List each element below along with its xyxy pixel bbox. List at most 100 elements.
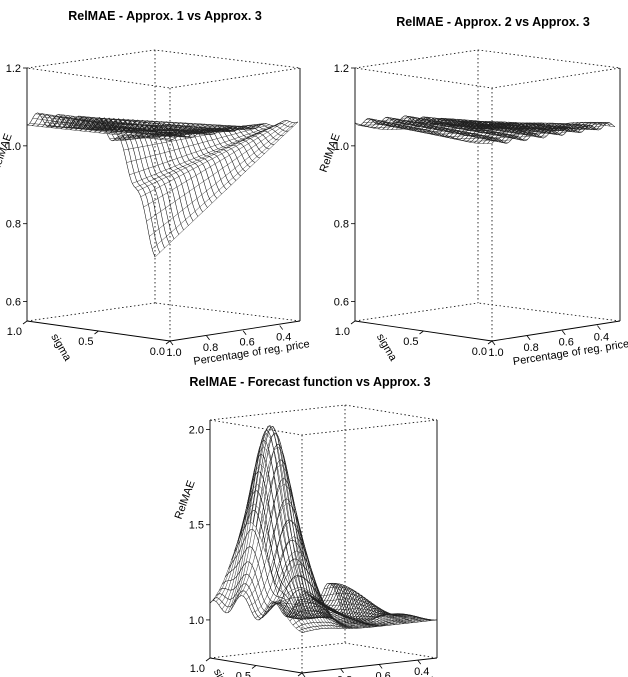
z-tick-label: 1.5 <box>189 520 204 532</box>
price-tick-label: 0.6 <box>239 337 254 349</box>
z-tick-label: 0.6 <box>6 297 21 309</box>
surface-line <box>32 117 176 138</box>
surface-line <box>215 483 309 632</box>
surface-line <box>469 122 607 130</box>
sigma-tick-mark <box>350 320 356 325</box>
price-tick-label: 0.8 <box>203 342 218 354</box>
surface-line <box>263 587 357 629</box>
z-tick-label: 2.0 <box>189 425 204 437</box>
sigma-tick-label: 0.5 <box>403 336 418 348</box>
surface-plot-approx1-vs-approx3: RelMAE - Approx. 1 vs Approx. 3 0.6 0.8 1.0… <box>0 9 310 368</box>
surface-line <box>266 596 360 629</box>
surface-line <box>406 115 544 139</box>
surface-line <box>286 601 422 625</box>
surface-line <box>129 125 273 176</box>
price-tick-label: 0.6 <box>375 670 390 677</box>
z-tick-label: 1.2 <box>334 63 349 75</box>
box-top <box>209 404 438 436</box>
surface-line <box>239 464 333 629</box>
back-edge <box>344 642 438 659</box>
chart-title: RelMAE - Approx. 2 vs Approx. 3 <box>396 15 590 29</box>
box-top <box>354 49 621 89</box>
chart-title: RelMAE - Forecast function vs Approx. 3 <box>189 375 430 389</box>
surface-line <box>140 120 284 197</box>
surface-line <box>230 425 324 629</box>
surface-line <box>243 439 379 619</box>
surface-line <box>417 118 555 132</box>
surface-line <box>434 120 572 131</box>
surface-line <box>29 122 173 140</box>
surface-line <box>227 425 321 629</box>
price-tick-mark <box>279 325 284 330</box>
sigma-tick-mark <box>165 340 171 345</box>
surface-line <box>284 612 378 627</box>
surface-plot-forecast-vs-approx3: RelMAE - Forecast function vs Approx. 3 1… <box>173 375 446 677</box>
z-tick-label: 1.2 <box>6 63 21 75</box>
price-tick-mark <box>169 340 174 346</box>
sigma-tick-label: 1.0 <box>190 663 205 675</box>
z-tick-label: 0.6 <box>334 297 349 309</box>
surface-line <box>245 502 339 629</box>
sigma-axis-label: sigma <box>211 667 237 677</box>
surface-line <box>86 126 230 132</box>
z-tick-label: 0.8 <box>334 219 349 231</box>
price-tick-mark <box>561 330 566 335</box>
price-tick-mark <box>242 330 247 335</box>
surface-line <box>212 583 349 623</box>
surface-line <box>209 522 303 633</box>
z-tick-label: 0.8 <box>6 219 21 231</box>
surface-line <box>231 509 367 622</box>
surface-line <box>252 426 388 618</box>
surface-line <box>450 121 588 131</box>
sigma-tick-mark <box>94 330 99 335</box>
surface-line <box>149 122 293 237</box>
surface-line <box>295 618 431 629</box>
sigma-tick-label: 0.5 <box>78 336 93 348</box>
price-tick-mark <box>378 664 383 669</box>
surface-line <box>225 546 361 624</box>
sigma-axis-label: sigma <box>48 332 74 364</box>
surface-line <box>329 583 423 622</box>
back-edge <box>477 302 621 322</box>
surface-line <box>360 123 498 140</box>
sigma-tick-mark <box>487 340 493 345</box>
surface-line <box>72 124 216 134</box>
surface-line <box>38 112 182 136</box>
box-top <box>26 49 301 89</box>
surface-line <box>404 115 542 138</box>
sigma-tick-mark <box>419 330 424 335</box>
surface-line <box>261 459 398 620</box>
sigma-tick-mark <box>297 672 303 677</box>
surface-line <box>357 124 495 142</box>
surface-line <box>274 539 410 622</box>
surface-line <box>46 126 190 138</box>
z-axis-label: RelMAE <box>173 479 198 521</box>
price-tick-label: 1.0 <box>488 347 503 359</box>
surface-line <box>251 536 345 629</box>
surface-line <box>212 503 306 633</box>
surface-line <box>35 113 179 137</box>
surface-plot-approx2-vs-approx3: RelMAE - Approx. 2 vs Approx. 3 0.6 0.8 1.0… <box>318 15 628 368</box>
sigma-tick-label: 0.5 <box>236 671 251 677</box>
surface-line <box>143 120 287 208</box>
surface-line <box>221 446 315 630</box>
surface-line <box>390 118 528 140</box>
sigma-tick-label: 0.0 <box>150 346 165 358</box>
surface-line <box>368 118 506 144</box>
surface-line <box>132 125 276 184</box>
box-edge <box>301 657 438 674</box>
box-edge <box>169 320 301 342</box>
surface-line <box>154 121 299 258</box>
surface-line <box>260 576 354 629</box>
surface-line <box>103 123 247 128</box>
surface-line <box>100 118 245 127</box>
surface-line <box>126 124 270 163</box>
surface-line <box>335 592 429 622</box>
price-tick-label: 0.8 <box>523 342 538 354</box>
price-tick-label: 0.4 <box>276 332 291 344</box>
surface-line <box>78 115 222 130</box>
price-tick-label: 0.8 <box>337 675 352 677</box>
z-tick-label: 1.0 <box>334 141 349 153</box>
surface-line <box>58 114 202 133</box>
surface-line <box>298 619 434 631</box>
